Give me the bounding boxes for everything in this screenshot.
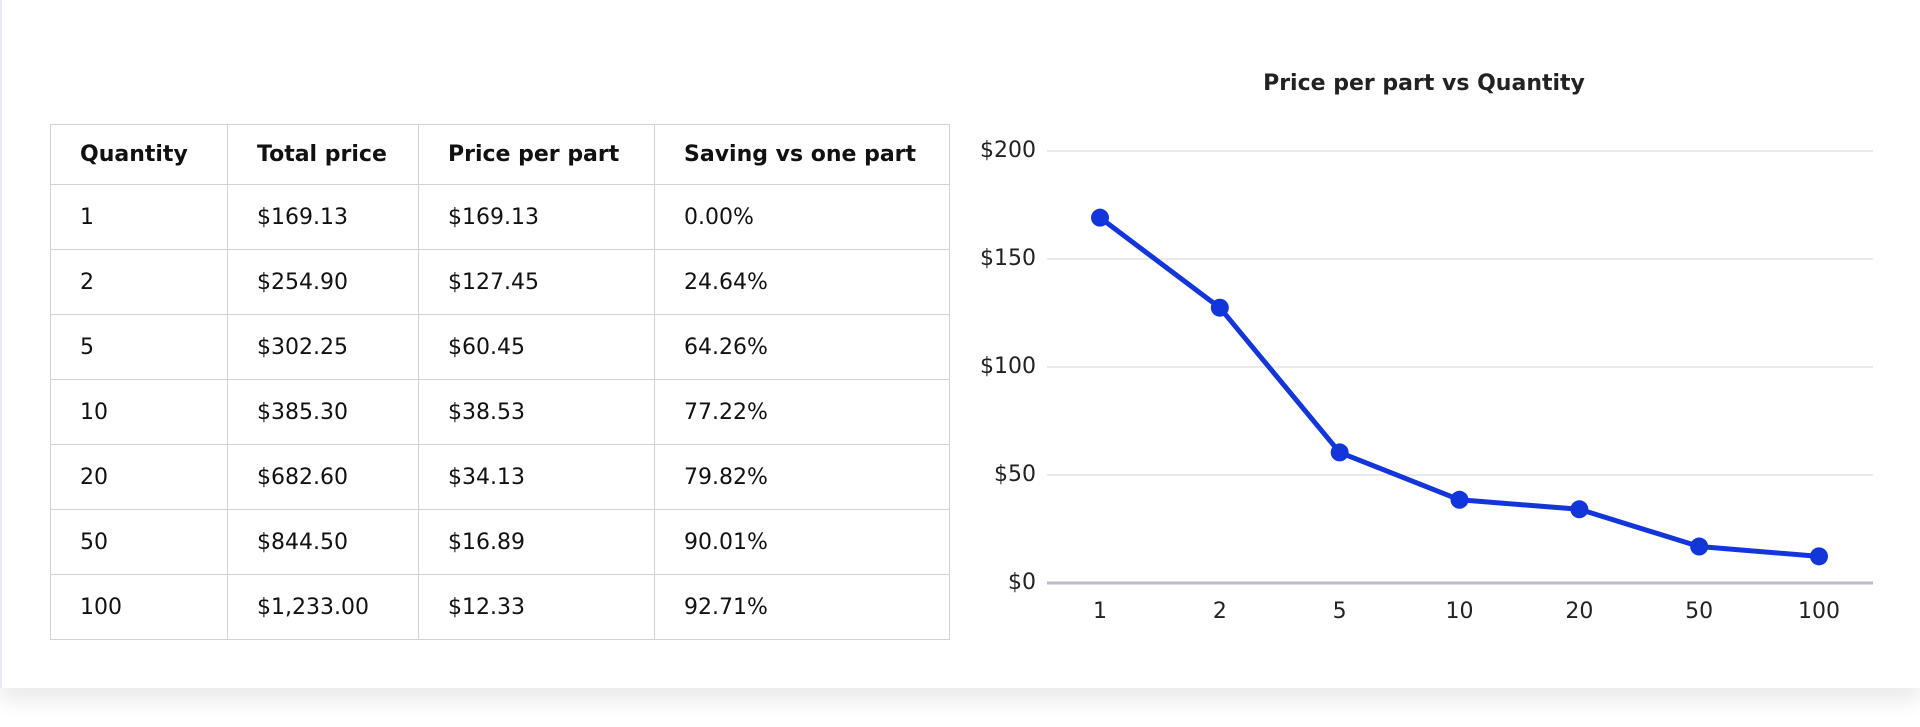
x-tick-label: 20 (1565, 599, 1593, 624)
y-tick-label: $200 (980, 138, 1036, 163)
table-cell: $60.45 (418, 314, 655, 380)
table-cell: 90.01% (654, 509, 950, 575)
table-cell: $169.13 (227, 184, 419, 250)
chart-title: Price per part vs Quantity (1263, 71, 1585, 96)
table-cell: $844.50 (227, 509, 419, 575)
x-tick-label: 2 (1213, 599, 1227, 624)
data-point (1810, 547, 1828, 566)
x-tick-label: 1 (1093, 599, 1107, 624)
data-point (1091, 208, 1109, 227)
card: Quantity Total price Price per part Saving … (0, 0, 1873, 688)
table-row: 2 $254.90 $127.45 24.64% (50, 249, 950, 315)
column-header: Quantity (50, 124, 228, 185)
table-row: 50 $844.50 $16.89 90.01% (50, 509, 950, 575)
y-tick-label: $0 (1008, 570, 1036, 595)
x-tick-label: 100 (1798, 599, 1840, 624)
table-cell: 79.82% (654, 444, 950, 510)
table-cell: 92.71% (654, 574, 950, 640)
table-cell: $682.60 (227, 444, 419, 510)
table-cell: 64.26% (654, 314, 950, 380)
table-cell: 10 (50, 379, 228, 445)
data-point (1450, 490, 1469, 509)
table-row: 5 $302.25 $60.45 64.26% (50, 314, 950, 380)
table-cell: $1,233.00 (227, 574, 419, 640)
table-cell: 5 (50, 314, 228, 380)
data-point (1570, 500, 1589, 519)
table-cell: $169.13 (418, 184, 655, 250)
table-cell: 50 (50, 509, 228, 575)
table-row: 10 $385.30 $38.53 77.22% (50, 379, 950, 445)
table-cell: $12.33 (418, 574, 655, 640)
table-cell: 2 (50, 249, 228, 315)
data-point (1330, 443, 1349, 462)
column-header: Total price (227, 124, 419, 185)
x-tick-label: 50 (1685, 599, 1713, 624)
column-header: Price per part (418, 124, 655, 185)
table-cell: $127.45 (418, 249, 655, 315)
table-cell: $385.30 (227, 379, 419, 445)
data-point (1690, 537, 1709, 556)
table-row: 1 $169.13 $169.13 0.00% (50, 184, 950, 250)
table-body: 1 $169.13 $169.13 0.00% 2 $254.90 $127.45 24.64… (50, 184, 950, 640)
table-cell: $302.25 (227, 314, 419, 380)
y-tick-label: $100 (980, 354, 1036, 379)
table-cell: 77.22% (654, 379, 950, 445)
table-cell: $38.53 (418, 379, 655, 445)
y-tick-label: $50 (994, 462, 1036, 487)
table-row: 100 $1,233.00 $12.33 92.71% (50, 574, 950, 640)
y-tick-label: $150 (980, 246, 1036, 271)
table-cell: 24.64% (654, 249, 950, 315)
data-point (1210, 298, 1229, 317)
x-tick-label: 10 (1446, 599, 1474, 624)
table-cell: 100 (50, 574, 228, 640)
table-cell: $34.13 (418, 444, 655, 510)
table-cell: 0.00% (654, 184, 950, 250)
price-table: Quantity Total price Price per part Saving … (50, 124, 950, 640)
x-tick-label: 5 (1333, 599, 1347, 624)
